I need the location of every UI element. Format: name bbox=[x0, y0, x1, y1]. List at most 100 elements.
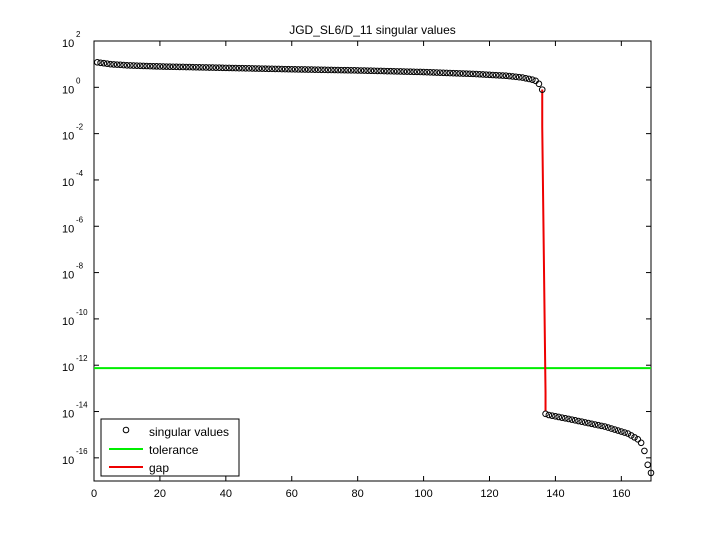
singular-value-point bbox=[268, 65, 276, 73]
singular-value-point bbox=[156, 63, 164, 70]
singular-value-point bbox=[473, 70, 480, 78]
singular-value-point bbox=[113, 61, 121, 68]
singular-value-point bbox=[614, 427, 622, 434]
singular-value-point bbox=[505, 72, 513, 80]
singular-value-point bbox=[295, 66, 302, 73]
singular-value-point bbox=[459, 70, 467, 77]
singular-value-point bbox=[594, 421, 602, 429]
legend-label-tolerance: tolerance bbox=[149, 443, 199, 457]
singular-value-point bbox=[446, 69, 454, 77]
chart-title: JGD_SL6/D_11 singular values bbox=[289, 23, 456, 37]
singular-value-point bbox=[176, 63, 183, 71]
singular-value-point bbox=[598, 422, 605, 430]
singular-value-point bbox=[318, 66, 325, 74]
singular-value-point bbox=[568, 416, 576, 423]
singular-value-point bbox=[581, 419, 589, 426]
singular-value-point bbox=[285, 65, 292, 73]
x-tick-label-100: 100 bbox=[414, 488, 432, 500]
singular-value-point bbox=[189, 63, 197, 71]
y-tick-label-1: 100 bbox=[62, 76, 81, 96]
singular-value-point bbox=[97, 59, 104, 67]
singular-value-point bbox=[430, 69, 437, 76]
singular-value-point bbox=[499, 72, 506, 79]
singular-value-point bbox=[377, 67, 385, 75]
y-tick-label-base: 10 bbox=[62, 223, 74, 235]
singular-value-point bbox=[453, 69, 460, 77]
y-tick-label-2: 10-2 bbox=[62, 123, 84, 143]
singular-value-point bbox=[496, 72, 503, 79]
singular-value-point bbox=[278, 65, 286, 73]
singular-value-point bbox=[186, 63, 193, 71]
singular-value-point bbox=[140, 62, 147, 70]
singular-value-point bbox=[120, 61, 127, 69]
singular-value-point bbox=[304, 66, 312, 73]
singular-value-point bbox=[103, 60, 111, 67]
singular-value-point bbox=[130, 62, 137, 69]
axes-box bbox=[93, 40, 652, 482]
singular-value-point bbox=[558, 414, 566, 421]
singular-value-point bbox=[525, 75, 533, 83]
singular-value-point bbox=[529, 76, 536, 83]
singular-value-point bbox=[463, 70, 470, 77]
singular-value-point bbox=[311, 66, 319, 73]
y-tick-label-exponent: -12 bbox=[76, 354, 88, 363]
plot-area bbox=[93, 59, 655, 477]
singular-value-point bbox=[308, 66, 315, 73]
singular-value-point bbox=[143, 62, 151, 70]
singular-value-point bbox=[370, 67, 378, 75]
x-tick-label-0: 0 bbox=[91, 488, 97, 500]
singular-value-point bbox=[281, 65, 289, 73]
y-tick-label-exponent: -8 bbox=[76, 262, 84, 271]
singular-value-point bbox=[252, 65, 259, 72]
singular-value-point bbox=[634, 436, 642, 443]
y-tick-label-exponent: -6 bbox=[76, 215, 84, 224]
gap-line bbox=[541, 89, 547, 412]
singular-value-point bbox=[136, 62, 144, 70]
singular-value-point bbox=[538, 86, 546, 93]
singular-value-point bbox=[390, 68, 398, 75]
y-tick-label-7: 10-12 bbox=[62, 354, 88, 374]
singular-value-point bbox=[585, 419, 592, 427]
legend-label-gap: gap bbox=[149, 461, 169, 475]
singular-value-point bbox=[486, 71, 493, 79]
x-tick-labels: 0 20 40 60 80 100 120 140 160 bbox=[91, 488, 631, 500]
singular-value-point bbox=[245, 65, 253, 72]
singular-value-point bbox=[232, 64, 240, 72]
singular-value-point bbox=[436, 69, 444, 76]
y-tick-label-base: 10 bbox=[62, 84, 74, 96]
singular-value-point bbox=[328, 66, 335, 74]
singular-value-point bbox=[262, 65, 269, 72]
singular-value-point bbox=[351, 67, 358, 74]
singular-value-point bbox=[608, 425, 615, 432]
singular-value-point bbox=[117, 61, 124, 69]
singular-value-point bbox=[641, 447, 648, 455]
y-tick-label-exponent: 2 bbox=[76, 30, 81, 39]
y-tick-label-6: 10-10 bbox=[62, 308, 88, 328]
singular-value-point bbox=[222, 64, 230, 72]
singular-value-point bbox=[179, 63, 187, 71]
singular-value-point bbox=[443, 69, 450, 77]
singular-value-point bbox=[331, 66, 338, 74]
y-tick-label-base: 10 bbox=[62, 177, 74, 189]
singular-value-point bbox=[146, 62, 154, 70]
singular-value-point bbox=[239, 64, 246, 72]
tick-marks bbox=[93, 40, 651, 481]
singular-value-point bbox=[100, 59, 108, 67]
singular-value-point bbox=[492, 71, 500, 79]
singular-value-point bbox=[380, 67, 388, 75]
x-tick-label-120: 120 bbox=[480, 488, 498, 500]
singular-value-point bbox=[571, 417, 579, 424]
singular-value-point bbox=[324, 66, 332, 74]
singular-value-point bbox=[502, 72, 510, 80]
y-tick-label-exponent: 0 bbox=[76, 76, 81, 85]
singular-value-point bbox=[248, 65, 256, 72]
singular-value-point bbox=[555, 413, 563, 421]
y-tick-label-8: 10-14 bbox=[62, 401, 88, 421]
x-tick-label-60: 60 bbox=[286, 488, 298, 500]
x-tick-label-40: 40 bbox=[220, 488, 232, 500]
legend-marker-singular-values bbox=[122, 426, 130, 434]
singular-value-point bbox=[341, 66, 348, 74]
singular-value-point bbox=[255, 65, 263, 72]
singular-value-point bbox=[107, 60, 114, 68]
